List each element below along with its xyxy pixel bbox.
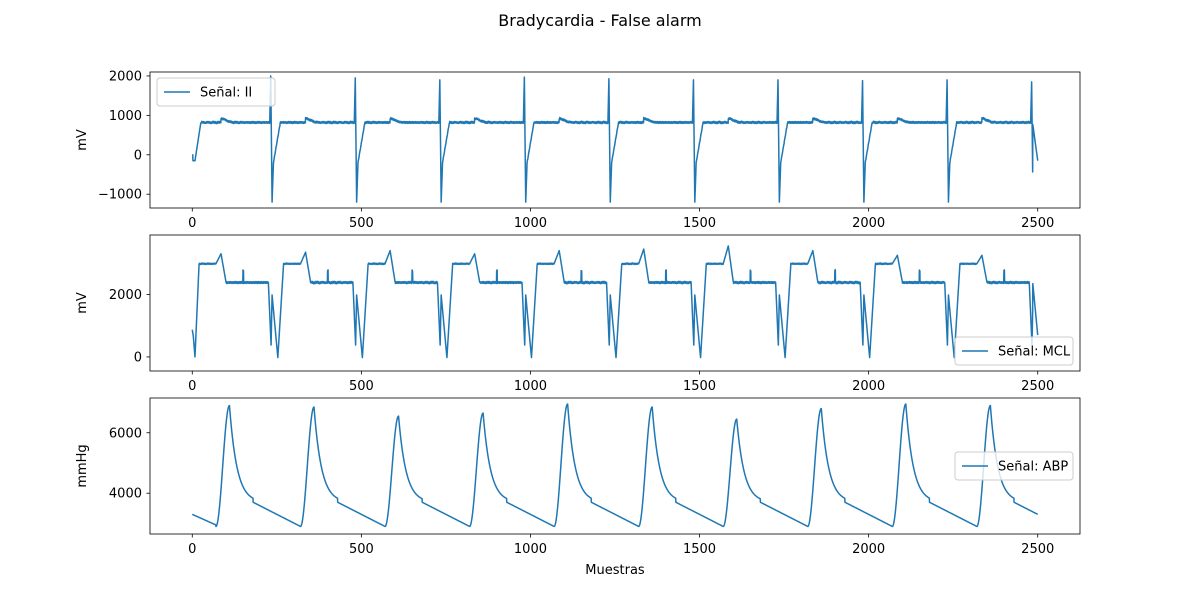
x-axis-label: Muestras — [585, 563, 645, 578]
x-tick-label: 1500 — [683, 216, 716, 231]
y-tick-label: 2000 — [109, 69, 142, 84]
plot-frame — [149, 71, 1081, 209]
x-tick-label: 1000 — [514, 216, 547, 231]
y-tick-label: 1000 — [109, 109, 142, 124]
x-tick-label: 1000 — [514, 379, 547, 394]
legend-box — [954, 451, 1074, 481]
legend-signal-mcl: Señal: MCL — [954, 336, 1074, 366]
series-line — [191, 245, 1039, 359]
x-tick-label: 1000 — [514, 542, 547, 557]
y-tick-label: 6000 — [109, 426, 142, 441]
legend-box — [156, 77, 276, 107]
legend-label: Señal: MCL — [998, 345, 1071, 360]
x-tick-label: 2000 — [852, 542, 885, 557]
x-tick-label: 500 — [349, 379, 374, 394]
y-axis-label: mV — [75, 292, 90, 314]
series-line — [191, 75, 1039, 203]
y-axis-label: mV — [75, 129, 90, 151]
x-tick-label: 500 — [349, 542, 374, 557]
x-tick-label: 0 — [188, 542, 196, 557]
x-tick-label: 2500 — [1021, 542, 1054, 557]
x-tick-label: 500 — [349, 216, 374, 231]
chart-panels: 0 500 1000 1500 2000 2500 −1000 0 1000 2000 mV Seña… — [75, 69, 1081, 557]
x-tick-label: 0 — [188, 379, 196, 394]
x-tick-label: 1500 — [683, 542, 716, 557]
plot-frame — [149, 397, 1081, 535]
y-tick-label: −1000 — [98, 188, 142, 203]
legend-signal-abp: Señal: ABP — [954, 451, 1074, 481]
chart-panel-2: 0 500 1000 1500 2000 2500 0 2000 mV Señal: MCL — [75, 234, 1081, 394]
y-axis-label: mmHg — [75, 444, 90, 487]
x-tick-label: 1500 — [683, 379, 716, 394]
y-tick-label: 2000 — [109, 288, 142, 303]
x-tick-label: 2000 — [852, 379, 885, 394]
x-tick-label: 2500 — [1021, 379, 1054, 394]
x-tick-label: 2000 — [852, 216, 885, 231]
chart-panel-1: 0 500 1000 1500 2000 2500 −1000 0 1000 2000 mV Seña… — [75, 69, 1081, 231]
legend-box — [954, 336, 1074, 366]
legend-label: Señal: ABP — [998, 460, 1068, 475]
series-line — [191, 403, 1039, 528]
x-tick-label: 2500 — [1021, 216, 1054, 231]
x-tick-label: 0 — [188, 216, 196, 231]
y-tick-label: 0 — [134, 350, 142, 365]
y-tick-label: 0 — [134, 148, 142, 163]
chart-panel-3: 0 500 1000 1500 2000 2500 4000 6000 mmHg Señal: A… — [75, 397, 1081, 557]
plot-frame — [149, 234, 1081, 372]
y-tick-label: 4000 — [109, 487, 142, 502]
legend-signal-ii: Señal: II — [156, 77, 276, 107]
legend-label: Señal: II — [200, 86, 252, 101]
chart-title: Bradycardia - False alarm — [498, 11, 701, 30]
